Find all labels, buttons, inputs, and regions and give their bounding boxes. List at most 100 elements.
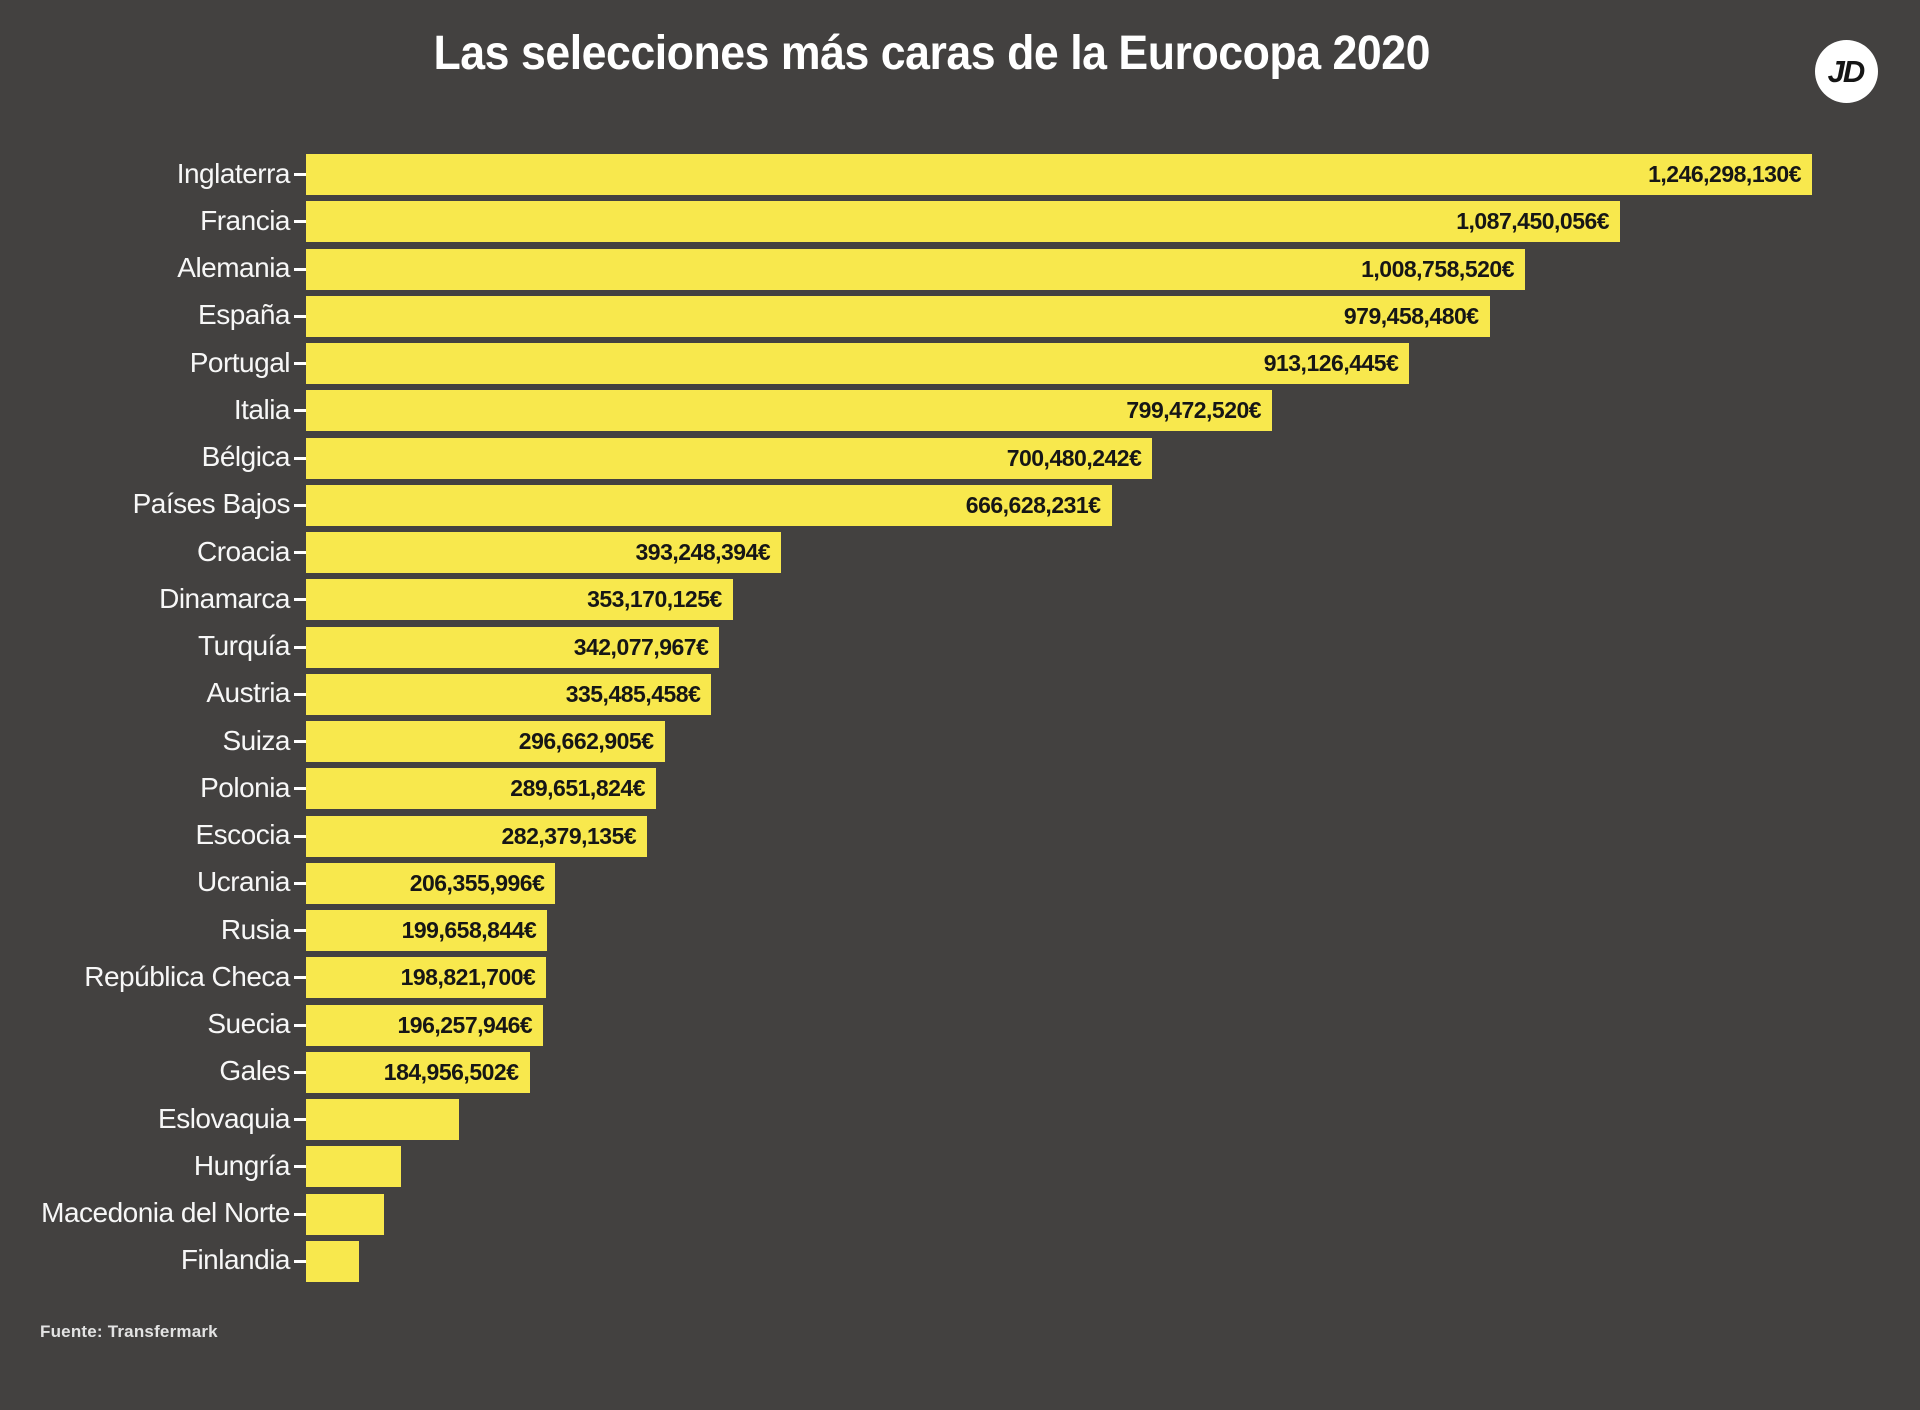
value-label: 1,246,298,130€: [1648, 161, 1801, 188]
axis-tick: [294, 173, 306, 177]
axis-tick-cell: [290, 1002, 306, 1049]
value-label: 199,658,844€: [401, 917, 537, 944]
axis-tick: [294, 1023, 306, 1027]
axis-tick: [294, 645, 306, 649]
chart-row: Eslovaquia: [0, 1096, 1920, 1143]
axis-tick: [294, 1212, 306, 1216]
axis-tick-cell: [290, 671, 306, 718]
axis-tick-cell: [290, 813, 306, 860]
category-label: Alemania: [177, 252, 290, 284]
axis-tick: [294, 692, 306, 696]
chart-row: Francia 1,087,450,056€: [0, 198, 1920, 245]
axis-tick: [294, 1259, 306, 1263]
axis-tick-cell: [290, 954, 306, 1001]
jd-logo-text: JD: [1827, 53, 1866, 89]
axis-tick-cell: [290, 624, 306, 671]
value-label: 184,956,502€: [383, 1058, 519, 1085]
chart-row: Ucrania 206,355,996€: [0, 860, 1920, 907]
value-bar: [306, 1193, 384, 1235]
category-label: Polonia: [200, 771, 290, 803]
value-label: 282,379,135€: [501, 822, 637, 849]
value-bar: 196,257,946€: [306, 1004, 544, 1046]
chart-row: Alemania 1,008,758,520€: [0, 246, 1920, 293]
value-bar: 1,246,298,130€: [306, 154, 1812, 196]
axis-tick: [294, 220, 306, 224]
axis-tick-cell: [290, 860, 306, 907]
category-label: Croacia: [197, 535, 290, 567]
chart-title-text: Las selecciones más caras de la Eurocopa…: [433, 27, 1431, 80]
chart-row: Suiza 296,662,905€: [0, 718, 1920, 765]
category-label: España: [198, 299, 290, 331]
axis-tick-cell: [290, 435, 306, 482]
value-label: 799,472,520€: [1126, 397, 1262, 424]
axis-tick-cell: [290, 293, 306, 340]
value-bar: [306, 1146, 401, 1188]
category-label: Suiza: [222, 724, 290, 756]
value-label: 342,077,967€: [573, 633, 709, 660]
chart-row: Suecia 196,257,946€: [0, 1002, 1920, 1049]
value-bar: 1,087,450,056€: [306, 201, 1621, 243]
category-label: Italia: [233, 393, 291, 425]
jd-logo: JD: [1815, 40, 1878, 103]
value-bar: 393,248,394€: [306, 532, 782, 574]
category-label: Gales: [219, 1055, 290, 1087]
value-label: 979,458,480€: [1343, 302, 1479, 329]
value-bar: 184,956,502€: [306, 1051, 530, 1093]
value-bar: 289,651,824€: [306, 768, 656, 810]
axis-tick: [294, 456, 306, 460]
value-bar: 282,379,135€: [306, 815, 648, 857]
chart-row: Rusia 199,658,844€: [0, 907, 1920, 954]
axis-tick-cell: [290, 151, 306, 198]
chart-row: Hungría: [0, 1143, 1920, 1190]
category-label: República Checa: [84, 960, 290, 992]
value-label: 353,170,125€: [587, 586, 722, 613]
chart-row: Escocia 282,379,135€: [0, 813, 1920, 860]
category-label: Portugal: [189, 346, 291, 378]
value-label: 700,480,242€: [1006, 444, 1142, 471]
chart-row: España 979,458,480€: [0, 293, 1920, 340]
value-label: 1,087,450,056€: [1456, 208, 1610, 235]
axis-tick: [294, 929, 306, 933]
axis-tick: [294, 267, 306, 271]
bar-chart: Inglaterra 1,246,298,130€ Francia 1,087,450…: [0, 151, 1920, 1285]
axis-tick: [294, 740, 306, 744]
value-bar: 913,126,445€: [306, 343, 1410, 385]
value-label: 913,126,445€: [1263, 350, 1399, 377]
category-label: Escocia: [195, 819, 290, 851]
category-label: Rusia: [220, 913, 291, 945]
category-label: Bélgica: [201, 441, 291, 473]
axis-tick-cell: [290, 1238, 306, 1285]
category-label: Turquía: [198, 630, 290, 662]
value-label: 198,821,700€: [400, 964, 536, 991]
axis-tick-cell: [290, 1143, 306, 1190]
chart-row: Bélgica 700,480,242€: [0, 435, 1920, 482]
value-bar: 335,485,458€: [306, 673, 712, 715]
axis-tick: [294, 503, 306, 507]
category-label: Suecia: [207, 1008, 290, 1040]
axis-tick-cell: [290, 482, 306, 529]
axis-tick: [294, 314, 306, 318]
axis-tick-cell: [290, 907, 306, 954]
category-label: Finlandia: [180, 1244, 291, 1276]
value-label: 1,008,758,520€: [1361, 255, 1514, 282]
axis-tick: [294, 409, 306, 413]
category-label: Países Bajos: [132, 488, 291, 520]
axis-tick-cell: [290, 718, 306, 765]
axis-tick-cell: [290, 765, 306, 812]
value-label: 296,662,905€: [518, 728, 654, 755]
axis-tick-cell: [290, 198, 306, 245]
value-bar: 666,628,231€: [306, 484, 1112, 526]
axis-tick: [294, 1070, 306, 1074]
source-note: Fuente: Transfermark: [40, 1322, 218, 1341]
axis-tick: [294, 976, 306, 980]
value-label: 335,485,458€: [565, 680, 701, 707]
axis-tick: [294, 1165, 306, 1169]
chart-row: Austria 335,485,458€: [0, 671, 1920, 718]
chart-row: Portugal 913,126,445€: [0, 340, 1920, 387]
value-bar: 199,658,844€: [306, 910, 548, 952]
axis-tick-cell: [290, 1191, 306, 1238]
category-label: Inglaterra: [176, 157, 291, 189]
axis-tick: [294, 881, 306, 885]
chart-row: Croacia 393,248,394€: [0, 529, 1920, 576]
